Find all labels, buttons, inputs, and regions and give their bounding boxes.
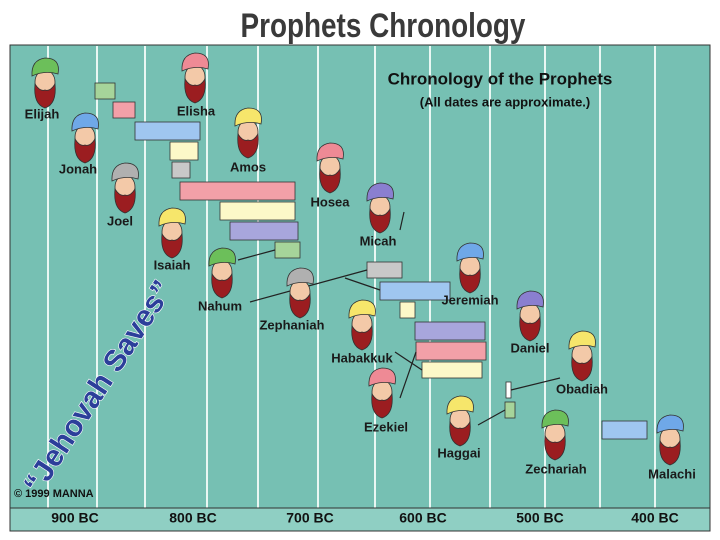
prophet-icon — [348, 299, 376, 351]
hat — [568, 330, 596, 350]
prophet-icon — [366, 182, 394, 234]
beard — [519, 315, 541, 342]
prophet-icon — [286, 267, 314, 319]
hat — [541, 409, 569, 429]
timeline-label: 500 BC — [516, 510, 563, 526]
prophet-icon — [446, 395, 474, 447]
prophet-label: Zechariah — [525, 461, 586, 476]
prophet-icon — [516, 290, 544, 342]
timeline-label: 600 BC — [399, 510, 446, 526]
hat — [368, 367, 396, 387]
prophet-label: Daniel — [510, 340, 549, 355]
copyright: © 1999 MANNA — [14, 488, 94, 500]
beard — [351, 324, 373, 351]
panel — [9, 44, 711, 532]
prophet-label: Jeremiah — [441, 292, 498, 307]
prophet-icon — [111, 162, 139, 214]
beard — [319, 167, 341, 194]
prophet-label: Isaiah — [154, 257, 191, 272]
beard — [34, 82, 56, 109]
beard — [211, 272, 233, 299]
hat — [31, 57, 59, 77]
beard — [289, 292, 311, 319]
prophet-icon — [368, 367, 396, 419]
hat — [516, 290, 544, 310]
hat — [366, 182, 394, 202]
hat — [208, 247, 236, 267]
beard — [369, 207, 391, 234]
chart-note: (All dates are approximate.) — [420, 94, 591, 109]
prophet-label: Nahum — [198, 298, 242, 313]
beard — [659, 439, 681, 466]
prophet-icon — [71, 112, 99, 164]
prophet-icon — [208, 247, 236, 299]
prophet-icon — [158, 207, 186, 259]
prophet-label: Joel — [107, 213, 133, 228]
prophet-icon — [541, 409, 569, 461]
beard — [371, 392, 393, 419]
hat — [286, 267, 314, 287]
prophet-label: Haggai — [437, 445, 480, 460]
beard — [571, 355, 593, 382]
slide-title: Prophets Chronology — [241, 6, 527, 44]
hat — [316, 142, 344, 162]
beard — [74, 137, 96, 164]
prophet-label: Elijah — [25, 106, 60, 121]
hat — [656, 414, 684, 434]
hat — [446, 395, 474, 415]
prophet-label: Zephaniah — [259, 317, 324, 332]
beard — [114, 187, 136, 214]
beard — [544, 434, 566, 461]
axis-band — [9, 507, 711, 532]
beard — [459, 267, 481, 294]
beard — [161, 232, 183, 259]
timeline-label: 800 BC — [169, 510, 216, 526]
prophet-icon — [181, 52, 209, 104]
timeline-label: 700 BC — [286, 510, 333, 526]
timeline-label: 900 BC — [51, 510, 98, 526]
hat — [71, 112, 99, 132]
hat — [158, 207, 186, 227]
prophet-icon — [234, 107, 262, 159]
prophet-label: Obadiah — [556, 381, 608, 396]
prophet-label: Micah — [360, 233, 397, 248]
prophet-label: Jonah — [59, 161, 97, 176]
prophet-icon — [316, 142, 344, 194]
hat — [234, 107, 262, 127]
beard — [449, 420, 471, 447]
prophet-label: Hosea — [310, 194, 350, 209]
beard — [237, 132, 259, 159]
prophet-icon — [656, 414, 684, 466]
prophet-label: Malachi — [648, 466, 696, 481]
prophet-icon — [31, 57, 59, 109]
timeline-label: 400 BC — [631, 510, 678, 526]
prophet-label: Ezekiel — [364, 419, 408, 434]
beard — [184, 77, 206, 104]
hat — [456, 242, 484, 262]
hat — [348, 299, 376, 319]
prophet-icon — [568, 330, 596, 382]
prophet-icon — [456, 242, 484, 294]
chart-heading: Chronology of the Prophets — [388, 69, 613, 88]
prophet-label: Habakkuk — [331, 350, 393, 365]
prophet-label: Amos — [230, 159, 266, 174]
prophet-bars — [94, 82, 648, 440]
hat — [181, 52, 209, 72]
prophet-label: Elisha — [177, 103, 216, 118]
hat — [111, 162, 139, 182]
